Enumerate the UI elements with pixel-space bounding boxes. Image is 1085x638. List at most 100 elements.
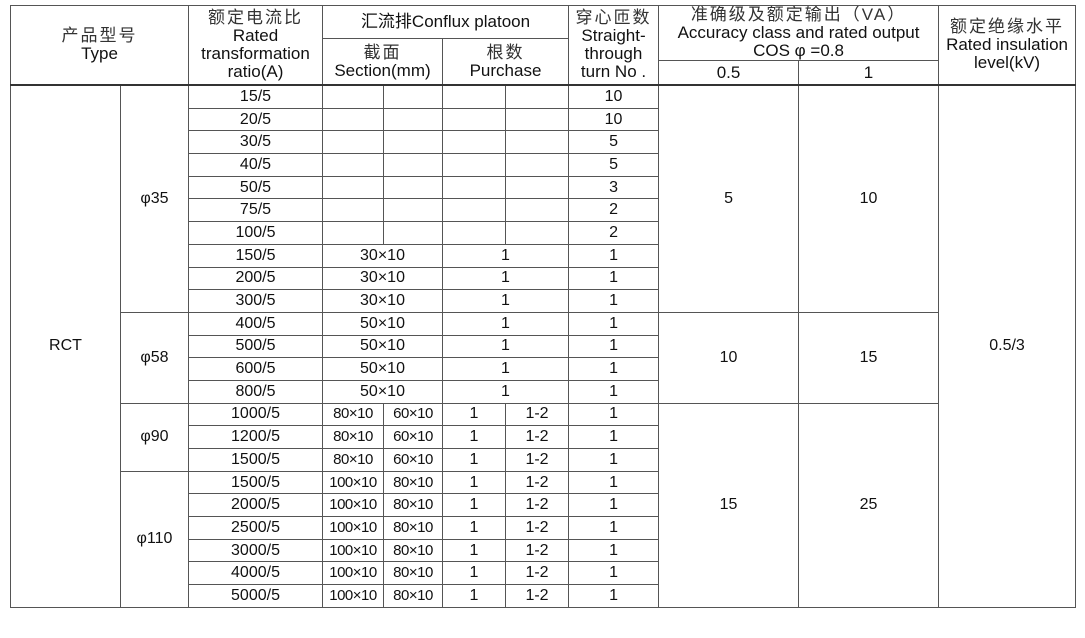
turns-cell: 5 <box>568 130 660 155</box>
section-cell <box>383 130 443 155</box>
purchase-cell <box>442 153 506 177</box>
turns-cell: 1 <box>568 311 660 336</box>
purchase-cell: 1 <box>442 584 506 608</box>
turns-cell: 1 <box>568 266 660 291</box>
ratio-cell: 600/5 <box>188 357 323 381</box>
purchase-cell: 1 <box>441 289 570 313</box>
purchase-cell <box>442 221 506 245</box>
section-cell: 60×10 <box>383 425 443 449</box>
turns-cell: 1 <box>568 538 660 563</box>
section-cell: 100×10 <box>322 561 384 586</box>
purchase-cell: 1-2 <box>504 584 570 608</box>
purchase-cell <box>442 107 506 132</box>
insulation-header-en2: level(kV) <box>973 53 1041 72</box>
turns-cell: 1 <box>568 561 660 586</box>
accuracy-05-cell: 5 <box>658 84 800 313</box>
turns-header-en2: through <box>584 44 643 63</box>
section-cell: 30×10 <box>322 243 443 268</box>
section-cell <box>383 175 443 200</box>
section-cell <box>322 130 384 155</box>
diameter-cell: φ58 <box>120 311 189 404</box>
ratio-cell: 1000/5 <box>188 402 323 427</box>
purchase-header-en: Purchase <box>469 60 542 80</box>
ratio-header-en2: transformation <box>201 44 310 63</box>
table-row: 5000/5 100×10 80×10 1 1-2 1 <box>11 584 1076 608</box>
section-cell: 80×10 <box>322 425 384 449</box>
section-cell: 50×10 <box>322 357 443 381</box>
section-cell: 60×10 <box>383 402 443 427</box>
section-cell <box>383 221 443 245</box>
section-cell: 80×10 <box>383 538 443 563</box>
table-body: RCT φ35 15/5 10 5 10 0.5/3 20/5 10 30/5 5 40/5 5 50/5… <box>10 84 1077 608</box>
type-header: 产品型号 Type <box>10 5 189 86</box>
turns-cell: 5 <box>568 153 660 177</box>
purchase-cell <box>442 130 506 155</box>
insulation-header-zh: 额定绝缘水平 <box>950 17 1065 36</box>
section-header-zh: 截面 <box>363 42 402 62</box>
section-cell: 50×10 <box>322 379 443 404</box>
insulation-header: 额定绝缘水平 Rated insulation level(kV) <box>938 5 1077 86</box>
turns-cell: 1 <box>568 379 660 404</box>
purchase-cell <box>442 84 506 109</box>
purchase-cell: 1 <box>441 334 570 359</box>
accuracy-header-en: Accuracy class and rated output <box>677 23 920 42</box>
turns-cell: 1 <box>568 425 660 449</box>
purchase-cell <box>504 130 570 155</box>
ratio-cell: 200/5 <box>188 266 323 291</box>
section-cell: 80×10 <box>383 584 443 608</box>
turns-cell: 1 <box>568 493 660 518</box>
type-cell: RCT <box>10 84 121 608</box>
purchase-cell: 1-2 <box>504 448 570 472</box>
purchase-cell <box>504 221 570 245</box>
ratio-cell: 500/5 <box>188 334 323 359</box>
purchase-header: 根数 Purchase <box>441 38 570 86</box>
purchase-cell <box>504 153 570 177</box>
ratio-cell: 2500/5 <box>188 516 323 540</box>
purchase-cell: 1 <box>442 470 506 495</box>
table-row: 300/5 30×10 1 1 <box>11 289 1076 313</box>
table-row: φ110 1500/5 100×10 80×10 1 1-2 1 <box>11 470 1076 608</box>
turns-cell: 1 <box>568 334 660 359</box>
section-cell: 50×10 <box>322 334 443 359</box>
ratio-header-en3: ratio(A) <box>227 62 284 81</box>
section-cell: 100×10 <box>322 584 384 608</box>
section-cell: 80×10 <box>383 493 443 518</box>
ratio-cell: 150/5 <box>188 243 323 268</box>
table-row: 4000/5 100×10 80×10 1 1-2 1 <box>11 561 1076 586</box>
ratio-cell: 800/5 <box>188 379 323 404</box>
accuracy-1-cell: 15 <box>798 311 940 404</box>
table-row: 1200/5 80×10 60×10 1 1-2 1 <box>11 425 1076 449</box>
section-cell: 100×10 <box>322 470 384 495</box>
table-row: 50/5 3 <box>11 175 1076 200</box>
turns-header: 穿心匝数 Straight- through turn No . <box>568 5 660 86</box>
purchase-cell <box>504 198 570 223</box>
turns-cell: 3 <box>568 175 660 200</box>
ratio-header-zh: 额定电流比 <box>208 8 303 27</box>
table-row: φ90 1000/5 80×10 60×10 1 1-2 1 15 25 <box>11 402 1076 608</box>
accuracy-header-cos: COS φ =0.8 <box>753 41 844 60</box>
purchase-cell: 1 <box>442 538 506 563</box>
purchase-cell: 1-2 <box>504 470 570 495</box>
section-cell: 50×10 <box>322 311 443 336</box>
ratio-cell: 1500/5 <box>188 470 323 495</box>
section-cell <box>322 107 384 132</box>
turns-cell: 1 <box>568 402 660 427</box>
section-cell <box>322 84 384 109</box>
purchase-cell: 1 <box>441 243 570 268</box>
section-cell <box>322 153 384 177</box>
purchase-cell: 1 <box>441 311 570 336</box>
purchase-cell: 1 <box>442 493 506 518</box>
ratio-cell: 1200/5 <box>188 425 323 449</box>
ratio-cell: 75/5 <box>188 198 323 223</box>
turns-header-en3: turn No . <box>580 62 647 81</box>
ratio-cell: 20/5 <box>188 107 323 132</box>
purchase-cell: 1 <box>442 448 506 472</box>
turns-cell: 1 <box>568 584 660 608</box>
ratio-cell: 40/5 <box>188 153 323 177</box>
class-1-header: 1 <box>798 60 940 86</box>
ratio-cell: 30/5 <box>188 130 323 155</box>
turns-cell: 1 <box>568 289 660 313</box>
section-header: 截面 Section(mm) <box>322 38 443 86</box>
purchase-cell: 1-2 <box>504 493 570 518</box>
section-cell <box>383 107 443 132</box>
